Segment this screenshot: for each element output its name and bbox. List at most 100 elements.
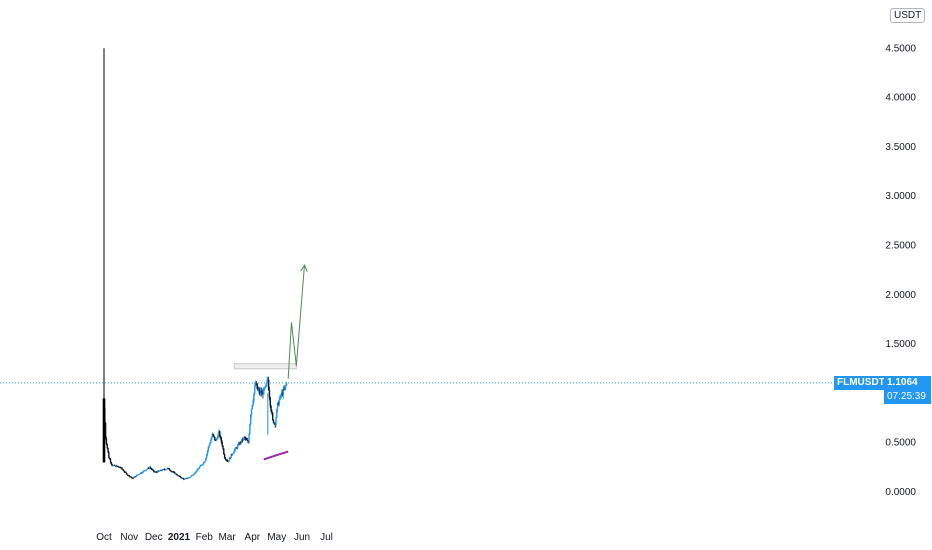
candle-body [197, 468, 200, 470]
candle-body [171, 471, 174, 473]
candle-body [160, 469, 162, 471]
candle-body [278, 399, 280, 406]
candle-body [117, 465, 119, 467]
candle-body [121, 467, 123, 470]
candle-body [208, 445, 210, 448]
candle-body [272, 413, 274, 420]
candle-body [153, 471, 156, 473]
candle-body [108, 452, 110, 459]
symbol-badge[interactable]: FLMUSDT [834, 376, 888, 390]
candle-body [206, 450, 209, 455]
candle-body [220, 437, 223, 442]
candle-body [191, 474, 193, 476]
candle-body [188, 477, 190, 479]
candle-body [201, 464, 204, 466]
candle-body [214, 439, 217, 441]
candle-body [261, 392, 263, 394]
candle-body [129, 476, 131, 478]
candle-body [105, 438, 108, 444]
annotations-group [263, 264, 308, 461]
candle-body [110, 462, 113, 465]
candle-body [190, 475, 192, 477]
candle-body [242, 437, 245, 441]
candle-body [139, 473, 141, 475]
candle-body [259, 391, 262, 394]
candle-body [175, 473, 178, 475]
candle-body [107, 447, 109, 453]
candle-body [128, 475, 130, 477]
candle-body [285, 383, 288, 386]
candle-body [127, 475, 130, 477]
y-tick-label: 1.5000 [885, 339, 916, 350]
candle-body [126, 473, 128, 475]
candle-body [161, 469, 164, 471]
candle-body [157, 470, 160, 472]
candle-body [131, 477, 134, 479]
candle-body [138, 474, 140, 476]
x-axis[interactable]: Oct Nov Dec 2021 Feb Mar Apr May Jun Jul [96, 532, 333, 543]
candle-body [253, 393, 255, 401]
candle-body [282, 389, 284, 396]
candle-body [122, 469, 124, 471]
candle-body [264, 385, 267, 388]
candle-body [268, 390, 271, 398]
candle-body [269, 397, 271, 406]
rounded-bottom-curve [263, 450, 289, 461]
candle-body [172, 471, 174, 473]
candle-body [144, 470, 146, 472]
candle-body [148, 467, 150, 469]
x-tick-label: Mar [218, 532, 236, 543]
candle-body [123, 471, 126, 473]
candle-body [257, 388, 259, 391]
candle-body [263, 388, 265, 395]
candle-body [109, 458, 111, 460]
y-tick-label: 2.0000 [885, 290, 916, 301]
candle-body [146, 468, 148, 470]
candle-body [224, 458, 227, 460]
candle-body [178, 475, 180, 477]
candle-body [222, 445, 224, 449]
candle-body [256, 383, 258, 389]
projection-arrowhead [300, 264, 308, 272]
candles-group [102, 48, 288, 481]
candle-body [236, 445, 239, 448]
candle-body [241, 439, 244, 441]
y-axis[interactable]: 0.00000.50001.00001.50002.00002.50003.00… [885, 43, 916, 498]
candle-body [214, 436, 216, 440]
resistance-zone-group [233, 363, 297, 370]
candle-body [226, 459, 228, 461]
candle-body [141, 472, 144, 474]
candle-body [152, 469, 154, 471]
candle-body [250, 408, 253, 415]
candle-body [284, 386, 286, 390]
candle-body [125, 471, 127, 474]
candle-body [135, 475, 138, 477]
candle-body [149, 467, 152, 469]
candle-body [233, 450, 236, 453]
y-tick-label: 0.5000 [885, 438, 916, 449]
x-tick-label: 2021 [168, 532, 191, 543]
candle-body [236, 447, 238, 449]
candle-body [189, 476, 192, 478]
candle-body [142, 470, 144, 473]
candle-body [241, 439, 243, 443]
candle-body [231, 454, 233, 456]
candle-body [169, 469, 171, 471]
candle-body [262, 392, 264, 395]
candle-body [229, 457, 232, 459]
candle-body [223, 454, 226, 459]
bar-countdown-label: 07:25:39 [884, 390, 931, 404]
candle-body [245, 438, 247, 440]
candle-body [131, 477, 133, 479]
candle-body [187, 477, 189, 479]
candle-body [279, 395, 281, 400]
candle-body [246, 440, 249, 442]
candle-body [211, 433, 214, 438]
candle-body [143, 470, 145, 472]
candle-body [104, 423, 107, 439]
candle-body [255, 383, 258, 385]
candle-body [227, 460, 229, 462]
candle-body [209, 443, 211, 446]
candle-body [111, 464, 113, 466]
